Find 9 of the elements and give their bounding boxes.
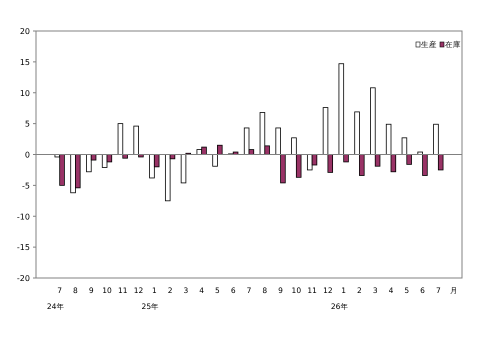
y-tick-label: 20 xyxy=(20,27,30,36)
y-tick-label: -15 xyxy=(16,243,30,252)
y-tick-label: 5 xyxy=(24,120,30,129)
y-tick-label: -5 xyxy=(22,181,30,190)
y-tick-label: 0 xyxy=(24,150,30,160)
y-tick-label: -20 xyxy=(16,274,30,283)
y-tick-label: 15 xyxy=(20,58,30,67)
y-tick-label: -10 xyxy=(16,212,30,222)
y-tick-label: 10 xyxy=(20,88,30,98)
